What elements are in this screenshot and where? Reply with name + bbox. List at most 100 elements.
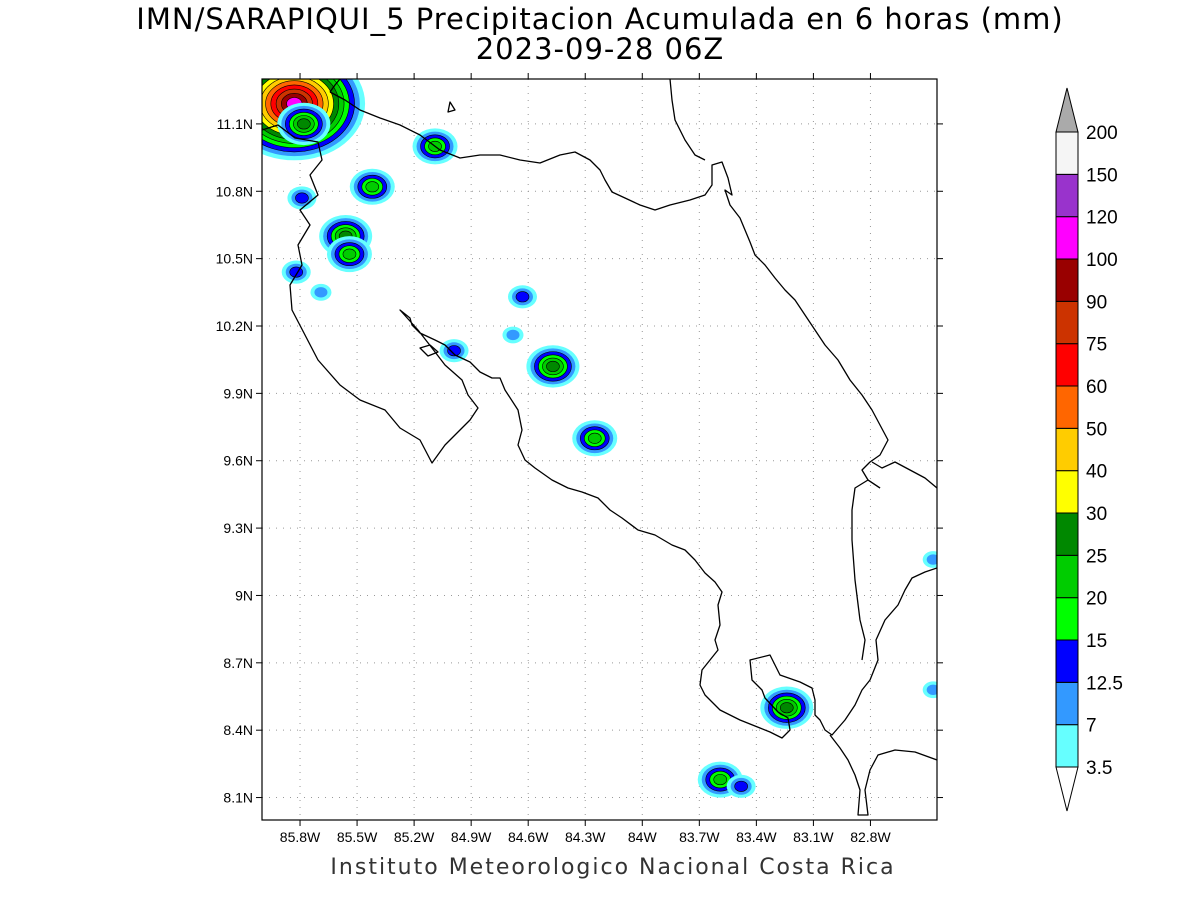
- colorbar-swatch: [1055, 216, 1079, 260]
- precip-cell: [287, 186, 317, 210]
- lon-tick-label: 83.1W: [793, 829, 834, 845]
- colorbar-level-label: 75: [1086, 335, 1107, 356]
- colorbar-swatch: [1055, 173, 1079, 218]
- nicaragua-north-coast: [669, 79, 706, 161]
- lon-tick-label: 85.5W: [337, 829, 378, 845]
- lat-tick-label: 10.5N: [216, 251, 253, 267]
- colorbar-swatch: [1055, 131, 1079, 175]
- colorbar-swatch: [1055, 427, 1079, 472]
- colorbar-swatch: [1055, 597, 1079, 641]
- precip-cell: [502, 326, 524, 344]
- axes: 11.1N 10.8N 10.5N 10.2N 9.9N 9.6N 9.3N 9N 8.7N 8.…: [216, 73, 943, 845]
- pacific-nicaragua-coast: [262, 124, 937, 739]
- gulf-of-nicoya-island: [419, 344, 439, 357]
- lat-tick-label: 11.1N: [217, 116, 253, 132]
- colorbar-level-label: 200: [1086, 123, 1118, 144]
- precip-cell: [439, 339, 469, 363]
- precip-cell: [277, 102, 331, 146]
- bocas-coast: [871, 461, 937, 489]
- precip-cell: [326, 236, 372, 273]
- colorbar-level-label: 90: [1086, 292, 1107, 313]
- lat-tick-label: 9.3N: [223, 520, 253, 536]
- precip-cell: [572, 420, 618, 457]
- colorbar-level-label: 60: [1086, 377, 1107, 398]
- colorbar-level-label: 120: [1086, 208, 1118, 229]
- precip-contour: [447, 345, 461, 357]
- precip-cell: [760, 686, 814, 729]
- lat-tick-label: 9.6N: [223, 453, 253, 469]
- lat-tick-label: 8.7N: [223, 655, 253, 671]
- precip-cell: [349, 168, 395, 205]
- lon-tick-label: 85.2W: [394, 829, 435, 845]
- precip-contour: [314, 287, 328, 298]
- lon-tick-label: 85.8W: [280, 829, 321, 845]
- colorbar-level-label: 40: [1086, 462, 1107, 483]
- lon-tick-label: 84W: [628, 829, 658, 845]
- panama-border: [851, 479, 881, 661]
- precip-contour: [342, 248, 357, 260]
- colorbar-level-label: 3.5: [1086, 758, 1112, 779]
- colorbar-level-label: 7: [1086, 716, 1097, 737]
- precip-cell: [726, 774, 756, 798]
- lat-tick-label: 8.4N: [223, 722, 253, 738]
- colorbar-level-label: 30: [1086, 504, 1107, 525]
- precip-contour: [926, 684, 937, 695]
- map-subtitle: 2023-09-28 06Z: [475, 32, 725, 66]
- precip-cell: [310, 283, 332, 301]
- lake-outline: [447, 101, 456, 113]
- nicaragua-border: [329, 79, 341, 93]
- lon-tick-label: 83.7W: [679, 829, 720, 845]
- precip-cell: [507, 285, 537, 309]
- precip-cell: [526, 345, 580, 388]
- colorbar-swatch: [1055, 512, 1079, 556]
- footer-credit: Instituto Meteorologico Nacional Costa R…: [330, 855, 896, 880]
- colorbar-swatch: [1055, 724, 1079, 768]
- colorbar-level-label: 20: [1086, 589, 1107, 610]
- map-frame: [261, 78, 938, 821]
- colorbar-level-label: 15: [1086, 631, 1107, 652]
- colorbar-swatch: [1055, 385, 1079, 429]
- burica-peninsula: [829, 734, 937, 816]
- map-title: IMN/SARAPIQUI_5 Precipitacion Acumulada …: [136, 2, 1064, 36]
- colorbar: 3.5 7 12.5 15 20 25 30 40 50 60 75 90 100 120 150 200: [1055, 87, 1123, 812]
- lon-tick-label: 83.4W: [736, 829, 777, 845]
- colorbar-swatch: [1055, 470, 1079, 514]
- lat-tick-label: 10.8N: [216, 183, 253, 199]
- colorbar-level-label: 12.5: [1086, 673, 1123, 694]
- precip-cell: [281, 260, 311, 284]
- precip-contour: [713, 774, 728, 786]
- lat-tick-label: 8.1N: [223, 790, 253, 806]
- precip-contour: [587, 432, 602, 444]
- colorbar-swatch: [1055, 639, 1079, 683]
- precip-cell: [922, 551, 937, 568]
- precip-contour: [779, 702, 794, 714]
- precip-contour: [295, 192, 309, 204]
- precip-cell: [922, 681, 937, 699]
- lon-tick-label: 84.3W: [565, 829, 606, 845]
- lon-tick-label: 82.8W: [850, 829, 891, 845]
- precipitation-shading: [262, 79, 937, 798]
- colorbar-swatch: [1055, 681, 1079, 726]
- lat-tick-label: 9.9N: [223, 385, 253, 401]
- precip-contour: [926, 554, 937, 565]
- caribbean-coast: [329, 91, 889, 489]
- precip-contour: [546, 360, 560, 372]
- colorbar-level-label: 50: [1086, 419, 1107, 440]
- lat-tick-label: 9N: [235, 587, 253, 603]
- colorbar-level-label: 100: [1086, 250, 1118, 271]
- coastline: [262, 79, 937, 816]
- precip-contour: [734, 780, 748, 792]
- colorbar-under-arrow: [1055, 766, 1079, 812]
- lat-tick-label: 10.2N: [216, 318, 253, 334]
- lon-tick-label: 84.9W: [451, 829, 492, 845]
- colorbar-swatch: [1055, 300, 1079, 345]
- colorbar-swatch: [1055, 258, 1079, 302]
- colorbar-swatch: [1055, 343, 1079, 387]
- precip-contour: [506, 329, 520, 341]
- precip-contour: [515, 291, 530, 303]
- colorbar-swatch: [1055, 554, 1079, 599]
- colorbar-level-label: 25: [1086, 546, 1107, 567]
- colorbar-over-arrow: [1055, 87, 1079, 133]
- precip-contour: [365, 181, 380, 193]
